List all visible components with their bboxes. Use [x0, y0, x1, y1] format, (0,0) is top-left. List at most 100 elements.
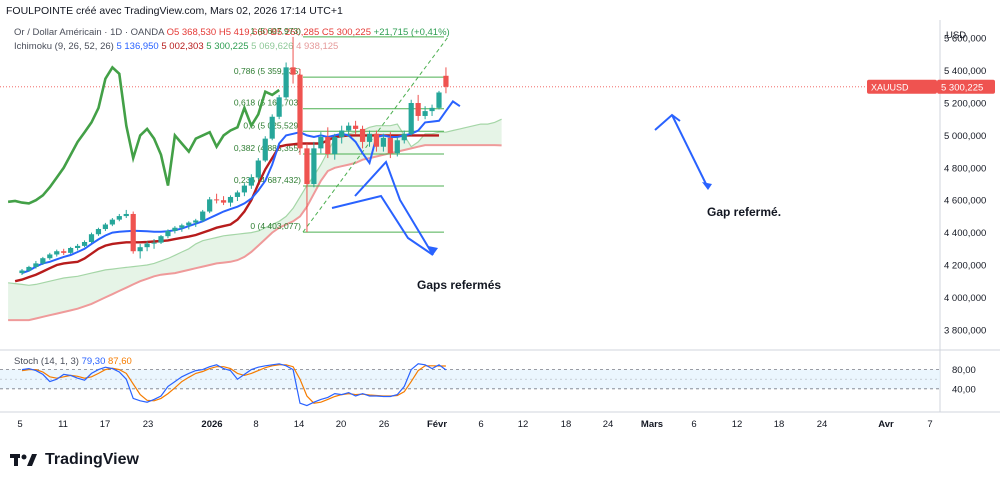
candle-body[interactable]	[311, 148, 317, 184]
time-tick-label: 7	[927, 419, 932, 430]
ohlc-high: H5 419,660	[218, 27, 268, 38]
candle-body[interactable]	[95, 229, 102, 235]
candle-body[interactable]	[290, 67, 296, 75]
candle-body[interactable]	[346, 125, 352, 131]
ohlc-open: O5 368,530	[166, 27, 217, 38]
candle-body[interactable]	[75, 245, 81, 248]
candle-body[interactable]	[40, 258, 46, 264]
candle-body[interactable]	[109, 219, 115, 225]
candle-body[interactable]	[172, 227, 178, 231]
price-tick-label: 4 200,000	[944, 261, 986, 272]
stoch-k-line	[21, 363, 447, 407]
candle-body[interactable]	[422, 111, 428, 116]
candle-body[interactable]	[220, 200, 227, 203]
span-b-value: 4 938,125	[296, 41, 339, 52]
candle-body[interactable]	[144, 243, 150, 248]
candle-body[interactable]	[241, 185, 247, 193]
candle-body[interactable]	[54, 251, 60, 255]
candle-body[interactable]	[61, 251, 67, 253]
time-tick-label: 12	[518, 419, 529, 430]
candle-body[interactable]	[297, 74, 303, 149]
candle-body[interactable]	[130, 213, 136, 252]
candle-body[interactable]	[179, 225, 185, 228]
candle-body[interactable]	[88, 234, 95, 242]
candle-body[interactable]	[380, 137, 386, 147]
candle-body[interactable]	[158, 236, 164, 243]
candle-body[interactable]	[19, 270, 25, 274]
candle-body[interactable]	[137, 247, 143, 252]
stoch-name[interactable]: Stoch (14, 1, 3)	[14, 356, 79, 367]
last-price-badge[interactable]	[937, 79, 995, 94]
candle-body[interactable]	[26, 266, 32, 271]
candle-body[interactable]	[234, 192, 241, 197]
tradingview-logo-icon	[10, 454, 37, 466]
price-tick-label: 4 000,000	[944, 293, 986, 304]
kumo-cloud	[8, 119, 502, 321]
candle-body[interactable]	[443, 75, 449, 87]
candle-body[interactable]	[269, 116, 275, 139]
candle-body[interactable]	[332, 137, 338, 155]
time-tick-label: 18	[774, 419, 785, 430]
candle-body[interactable]	[47, 254, 53, 259]
candle-body[interactable]	[276, 97, 282, 117]
candle-body[interactable]	[373, 133, 380, 147]
price-tick-label: 4 400,000	[944, 228, 986, 239]
candle-body[interactable]	[248, 177, 254, 186]
ichimoku-name[interactable]: Ichimoku (9, 26, 52, 26)	[14, 41, 114, 52]
candle-body[interactable]	[401, 133, 407, 141]
ichimoku-legend: Ichimoku (9, 26, 52, 26) 5 136,950 5 002…	[14, 41, 338, 52]
price-tick-label: 4 600,000	[944, 196, 986, 207]
time-tick-label: 23	[143, 419, 154, 430]
candle-body[interactable]	[151, 242, 157, 244]
symbol-name[interactable]: Or / Dollar Américain · 1D · OANDA	[14, 27, 164, 38]
candle-body[interactable]	[339, 130, 345, 138]
annotation-gap[interactable]: Gap refermé.	[707, 205, 781, 219]
candle-body[interactable]	[387, 137, 393, 154]
candle-body[interactable]	[394, 140, 400, 154]
candle-body[interactable]	[366, 133, 373, 142]
candle-body[interactable]	[193, 220, 199, 223]
candle-body[interactable]	[255, 160, 261, 178]
stoch-d-value: 87,60	[108, 356, 132, 367]
candle-body[interactable]	[283, 67, 289, 98]
undefined[interactable]	[331, 194, 434, 256]
time-tick-label: 14	[294, 419, 305, 430]
candle-body[interactable]	[68, 247, 74, 253]
time-tick-label: 12	[732, 419, 743, 430]
candle-body[interactable]	[186, 222, 192, 226]
footer-brand: TradingView	[45, 451, 139, 468]
candle-body[interactable]	[262, 138, 268, 161]
candle-body[interactable]	[200, 211, 206, 221]
time-tick-label: 24	[817, 419, 828, 430]
symbol-badge[interactable]	[867, 79, 937, 94]
candle-body[interactable]	[102, 224, 108, 230]
candle-body[interactable]	[415, 103, 421, 116]
kijun-value: 5 002,303	[161, 41, 204, 52]
candle-body[interactable]	[429, 107, 435, 112]
candle-body[interactable]	[207, 199, 213, 212]
candle-body[interactable]	[214, 199, 220, 201]
arrow-head	[428, 246, 438, 255]
candle-body[interactable]	[123, 213, 129, 217]
candle-body[interactable]	[33, 263, 39, 267]
candle-body[interactable]	[408, 103, 414, 134]
undefined[interactable]	[671, 114, 709, 189]
candle-body[interactable]	[359, 128, 366, 142]
time-tick-label: Mars	[641, 419, 663, 430]
candle-body[interactable]	[81, 241, 88, 246]
candle-body[interactable]	[227, 196, 234, 203]
candle-body[interactable]	[165, 230, 171, 237]
annotation-gaps[interactable]: Gaps refermés	[417, 278, 501, 292]
candle-body[interactable]	[325, 137, 331, 155]
chikou-span-line	[7, 65, 280, 205]
chart-header: FOULPOINTE créé avec TradingView.com, Ma…	[6, 5, 343, 17]
undefined[interactable]	[354, 160, 434, 256]
candle-body[interactable]	[304, 148, 310, 184]
candle-body[interactable]	[353, 125, 359, 129]
tradingview-logo[interactable]: TradingView	[10, 451, 139, 469]
candle-body[interactable]	[116, 216, 122, 220]
chikou-value: 5 300,225	[206, 41, 249, 52]
candle-body[interactable]	[318, 137, 324, 149]
candle-body[interactable]	[436, 92, 442, 108]
